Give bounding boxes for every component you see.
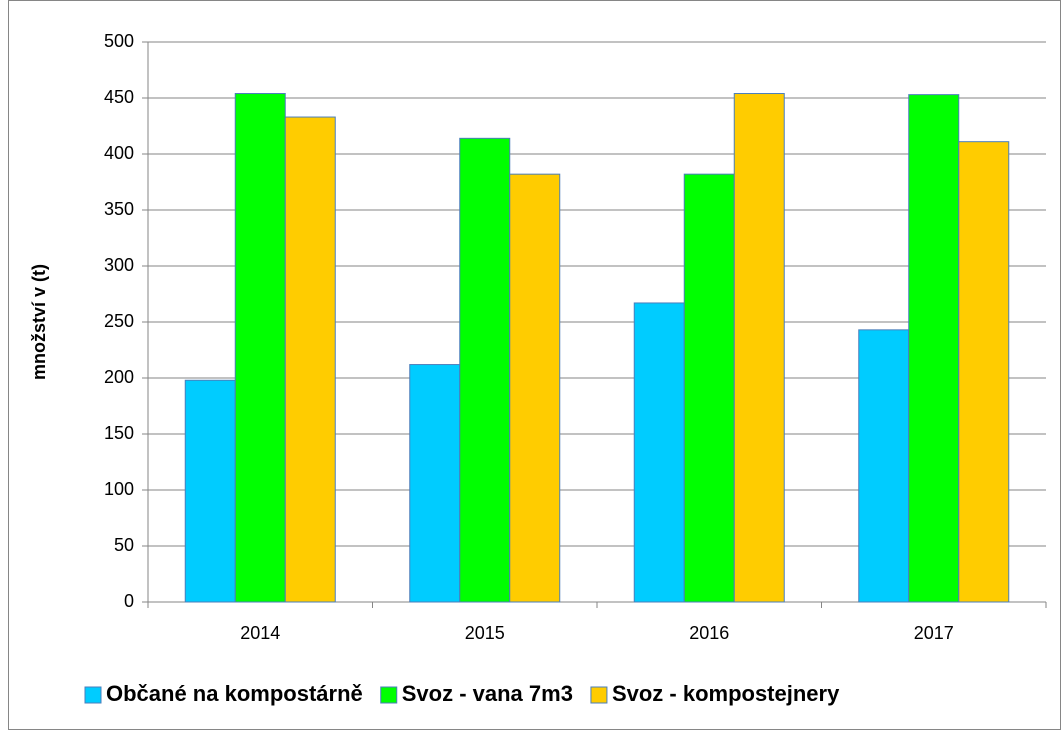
bar bbox=[958, 141, 1010, 603]
bar bbox=[683, 173, 735, 603]
bar bbox=[284, 116, 336, 603]
bar bbox=[409, 364, 461, 603]
x-tick-label: 2014 bbox=[240, 623, 280, 643]
y-axis-title: množství v (t) bbox=[29, 264, 49, 380]
y-tick-label: 250 bbox=[104, 311, 134, 331]
y-tick-label: 400 bbox=[104, 143, 134, 163]
legend-swatch bbox=[590, 686, 608, 704]
legend-swatch bbox=[380, 686, 398, 704]
x-tick-label: 2016 bbox=[689, 623, 729, 643]
y-tick-label: 100 bbox=[104, 479, 134, 499]
x-tick-label: 2015 bbox=[465, 623, 505, 643]
legend-label: Občané na kompostárně bbox=[106, 681, 363, 706]
y-tick-label: 350 bbox=[104, 199, 134, 219]
bar bbox=[858, 329, 910, 603]
bar bbox=[509, 173, 561, 603]
bar bbox=[733, 93, 785, 603]
bar bbox=[234, 93, 286, 603]
bar bbox=[908, 94, 960, 603]
bar bbox=[184, 379, 236, 603]
y-tick-label: 0 bbox=[124, 591, 134, 611]
y-tick-label: 150 bbox=[104, 423, 134, 443]
bar bbox=[459, 137, 511, 603]
y-tick-label: 500 bbox=[104, 31, 134, 51]
y-tick-label: 200 bbox=[104, 367, 134, 387]
y-tick-label: 300 bbox=[104, 255, 134, 275]
y-tick-label: 50 bbox=[114, 535, 134, 555]
legend-label: Svoz - kompostejnery bbox=[612, 681, 840, 706]
y-tick-label: 450 bbox=[104, 87, 134, 107]
legend-label: Svoz - vana 7m3 bbox=[402, 681, 573, 706]
bar bbox=[633, 302, 685, 603]
legend-swatch bbox=[84, 686, 102, 704]
x-tick-label: 2017 bbox=[914, 623, 954, 643]
